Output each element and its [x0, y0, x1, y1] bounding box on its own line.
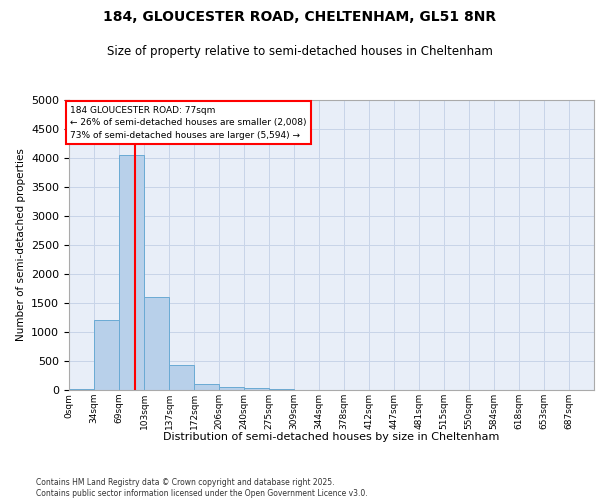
Bar: [94, 320, 119, 390]
Bar: [69, 389, 94, 390]
Y-axis label: Number of semi-detached properties: Number of semi-detached properties: [16, 148, 26, 342]
Bar: [194, 384, 219, 390]
X-axis label: Distribution of semi-detached houses by size in Cheltenham: Distribution of semi-detached houses by …: [163, 432, 500, 442]
Bar: [219, 387, 244, 390]
Text: Size of property relative to semi-detached houses in Cheltenham: Size of property relative to semi-detach…: [107, 45, 493, 58]
Bar: [144, 297, 169, 390]
Text: 184 GLOUCESTER ROAD: 77sqm
← 26% of semi-detached houses are smaller (2,008)
73%: 184 GLOUCESTER ROAD: 77sqm ← 26% of semi…: [70, 106, 307, 140]
Bar: [119, 155, 144, 390]
Bar: [169, 365, 194, 390]
Text: Contains HM Land Registry data © Crown copyright and database right 2025.
Contai: Contains HM Land Registry data © Crown c…: [36, 478, 368, 498]
Text: 184, GLOUCESTER ROAD, CHELTENHAM, GL51 8NR: 184, GLOUCESTER ROAD, CHELTENHAM, GL51 8…: [103, 10, 497, 24]
Bar: [244, 388, 269, 390]
